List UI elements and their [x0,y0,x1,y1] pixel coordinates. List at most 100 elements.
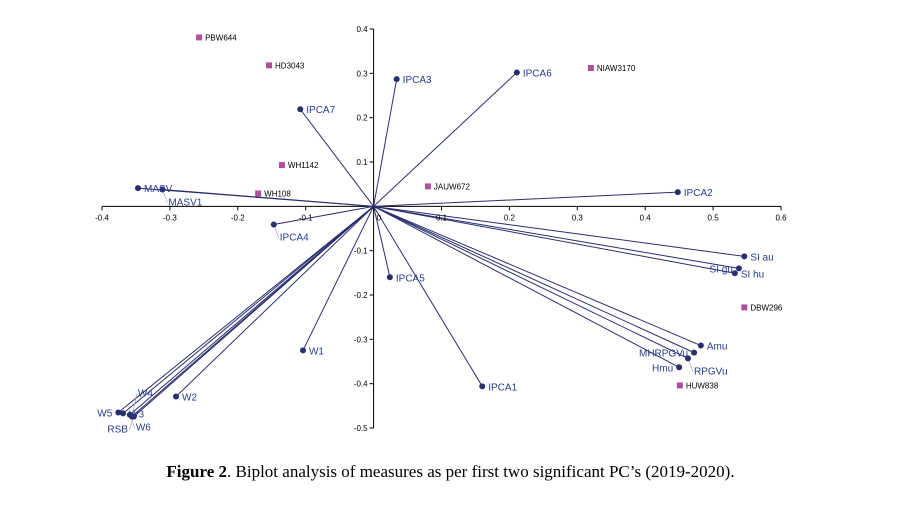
genotype-marker [266,62,273,69]
vector-point [741,253,748,260]
vector-line [373,205,745,257]
x-tick-label: 0 [377,213,382,222]
vector-point [120,410,127,417]
x-tick-label: -0.2 [231,213,245,222]
x-tick-label: -0.3 [163,213,177,222]
figure-caption: Figure 2. Biplot analysis of measures as… [0,462,901,482]
vector-point [691,349,698,356]
genotype-marker [255,190,262,197]
vector-point [674,189,681,196]
vector-line [373,72,518,207]
biplot: -0.4 -0.3 -0.2 -0.1 0 0.1 0.2 0.3 0.4 0.5 0.6 0.4 0.… [95,25,787,435]
vector-point [697,342,704,349]
vector-point [134,185,141,192]
vector-line [131,205,374,417]
y-tick-label: -0.2 [354,291,368,300]
vector-point [173,393,180,400]
vector-line [302,206,375,351]
vector-label: MASV [144,184,173,195]
vector-label: RPGVu [694,366,728,377]
vector-point [731,270,738,277]
vector-label: IPCA4 [280,233,309,244]
vector-label: IPCA7 [306,105,335,116]
y-tick-label: -0.1 [354,247,368,256]
vector-line [373,191,678,207]
vector-label: Hmu [652,363,673,374]
vector-label: IPCA1 [488,382,517,393]
y-tick-label: -0.5 [354,424,368,433]
vector-label: W1 [309,346,324,357]
vector-label: Amu [707,342,728,353]
vector-line [162,188,374,207]
vector-line [373,205,680,368]
vector-label: W2 [182,393,197,404]
y-tick-label: -0.3 [354,335,368,344]
vector-line [373,205,689,359]
x-tick-label: -0.1 [299,213,313,222]
vector-point [393,76,400,83]
vector-lines [101,28,782,429]
genotype-label: PBW644 [205,33,237,42]
genotype-marker [587,65,594,72]
x-tick-label: 0.2 [504,213,516,222]
vector-line [373,205,702,347]
genotype-marker [424,183,431,190]
vector-label: IPCA2 [684,188,713,199]
label-leader-line [131,393,138,417]
x-tick-label: 0.1 [436,213,448,222]
vector-label: W3 [129,409,144,420]
markers [115,34,748,420]
vector-point [299,347,306,354]
vector-point [479,383,486,390]
vector-label: MHRPGVu [639,349,688,360]
genotype-label: JAUW672 [434,182,471,191]
caption-label: Figure 2 [166,462,228,481]
vector-line [373,206,391,278]
genotype-label: WH1142 [288,161,319,170]
y-tick-label: 0.2 [356,114,368,123]
vector-line [373,206,483,387]
vector-label: W6 [136,423,151,434]
vector-line [117,205,374,413]
vector-label: RSB [107,424,128,435]
vector-label: IPCA3 [403,75,432,86]
vector-point [128,413,135,420]
x-tick-label: 0.4 [640,213,652,222]
vector-label: SI gu [710,264,733,275]
vector-point [159,186,166,193]
y-tick-label: 0.3 [356,69,368,78]
genotype-label: WH108 [264,189,291,198]
vector-label: SI au [750,252,773,263]
vector-label: W4 [138,388,153,399]
vector-label: SI hu [741,269,764,280]
y-tick-label: -0.4 [354,380,368,389]
x-tick-label: 0.3 [572,213,584,222]
y-tick-label: 0.1 [356,158,368,167]
x-tick-label: -0.4 [95,213,109,222]
genotype-marker [196,34,203,41]
vector-point [735,265,742,272]
x-tick-label: 0.5 [708,213,720,222]
vector-line [273,205,374,226]
vector-label: W5 [97,408,112,419]
vector-point [513,69,520,76]
labels: -0.4 -0.3 -0.2 -0.1 0 0.1 0.2 0.3 0.4 0.5 0.6 0.4 0.… [95,25,787,435]
vector-point [676,364,683,371]
vector-point [297,106,304,113]
vector-line [373,205,695,354]
vector-line [122,205,374,414]
genotype-marker [676,382,683,389]
y-tick-label: 0.4 [356,25,368,34]
vector-point [386,274,393,281]
vector-line [175,205,374,397]
genotype-label: DBW296 [750,303,783,312]
genotype-marker [278,162,285,169]
vector-point [270,221,277,228]
vector-point [684,355,691,362]
genotype-label: HUW838 [686,381,719,390]
vector-line [373,79,398,207]
x-tick-label: 0.6 [775,213,787,222]
genotype-label: HD3043 [275,61,305,70]
vector-label: IPCA6 [523,68,552,79]
vector-point [115,409,122,416]
